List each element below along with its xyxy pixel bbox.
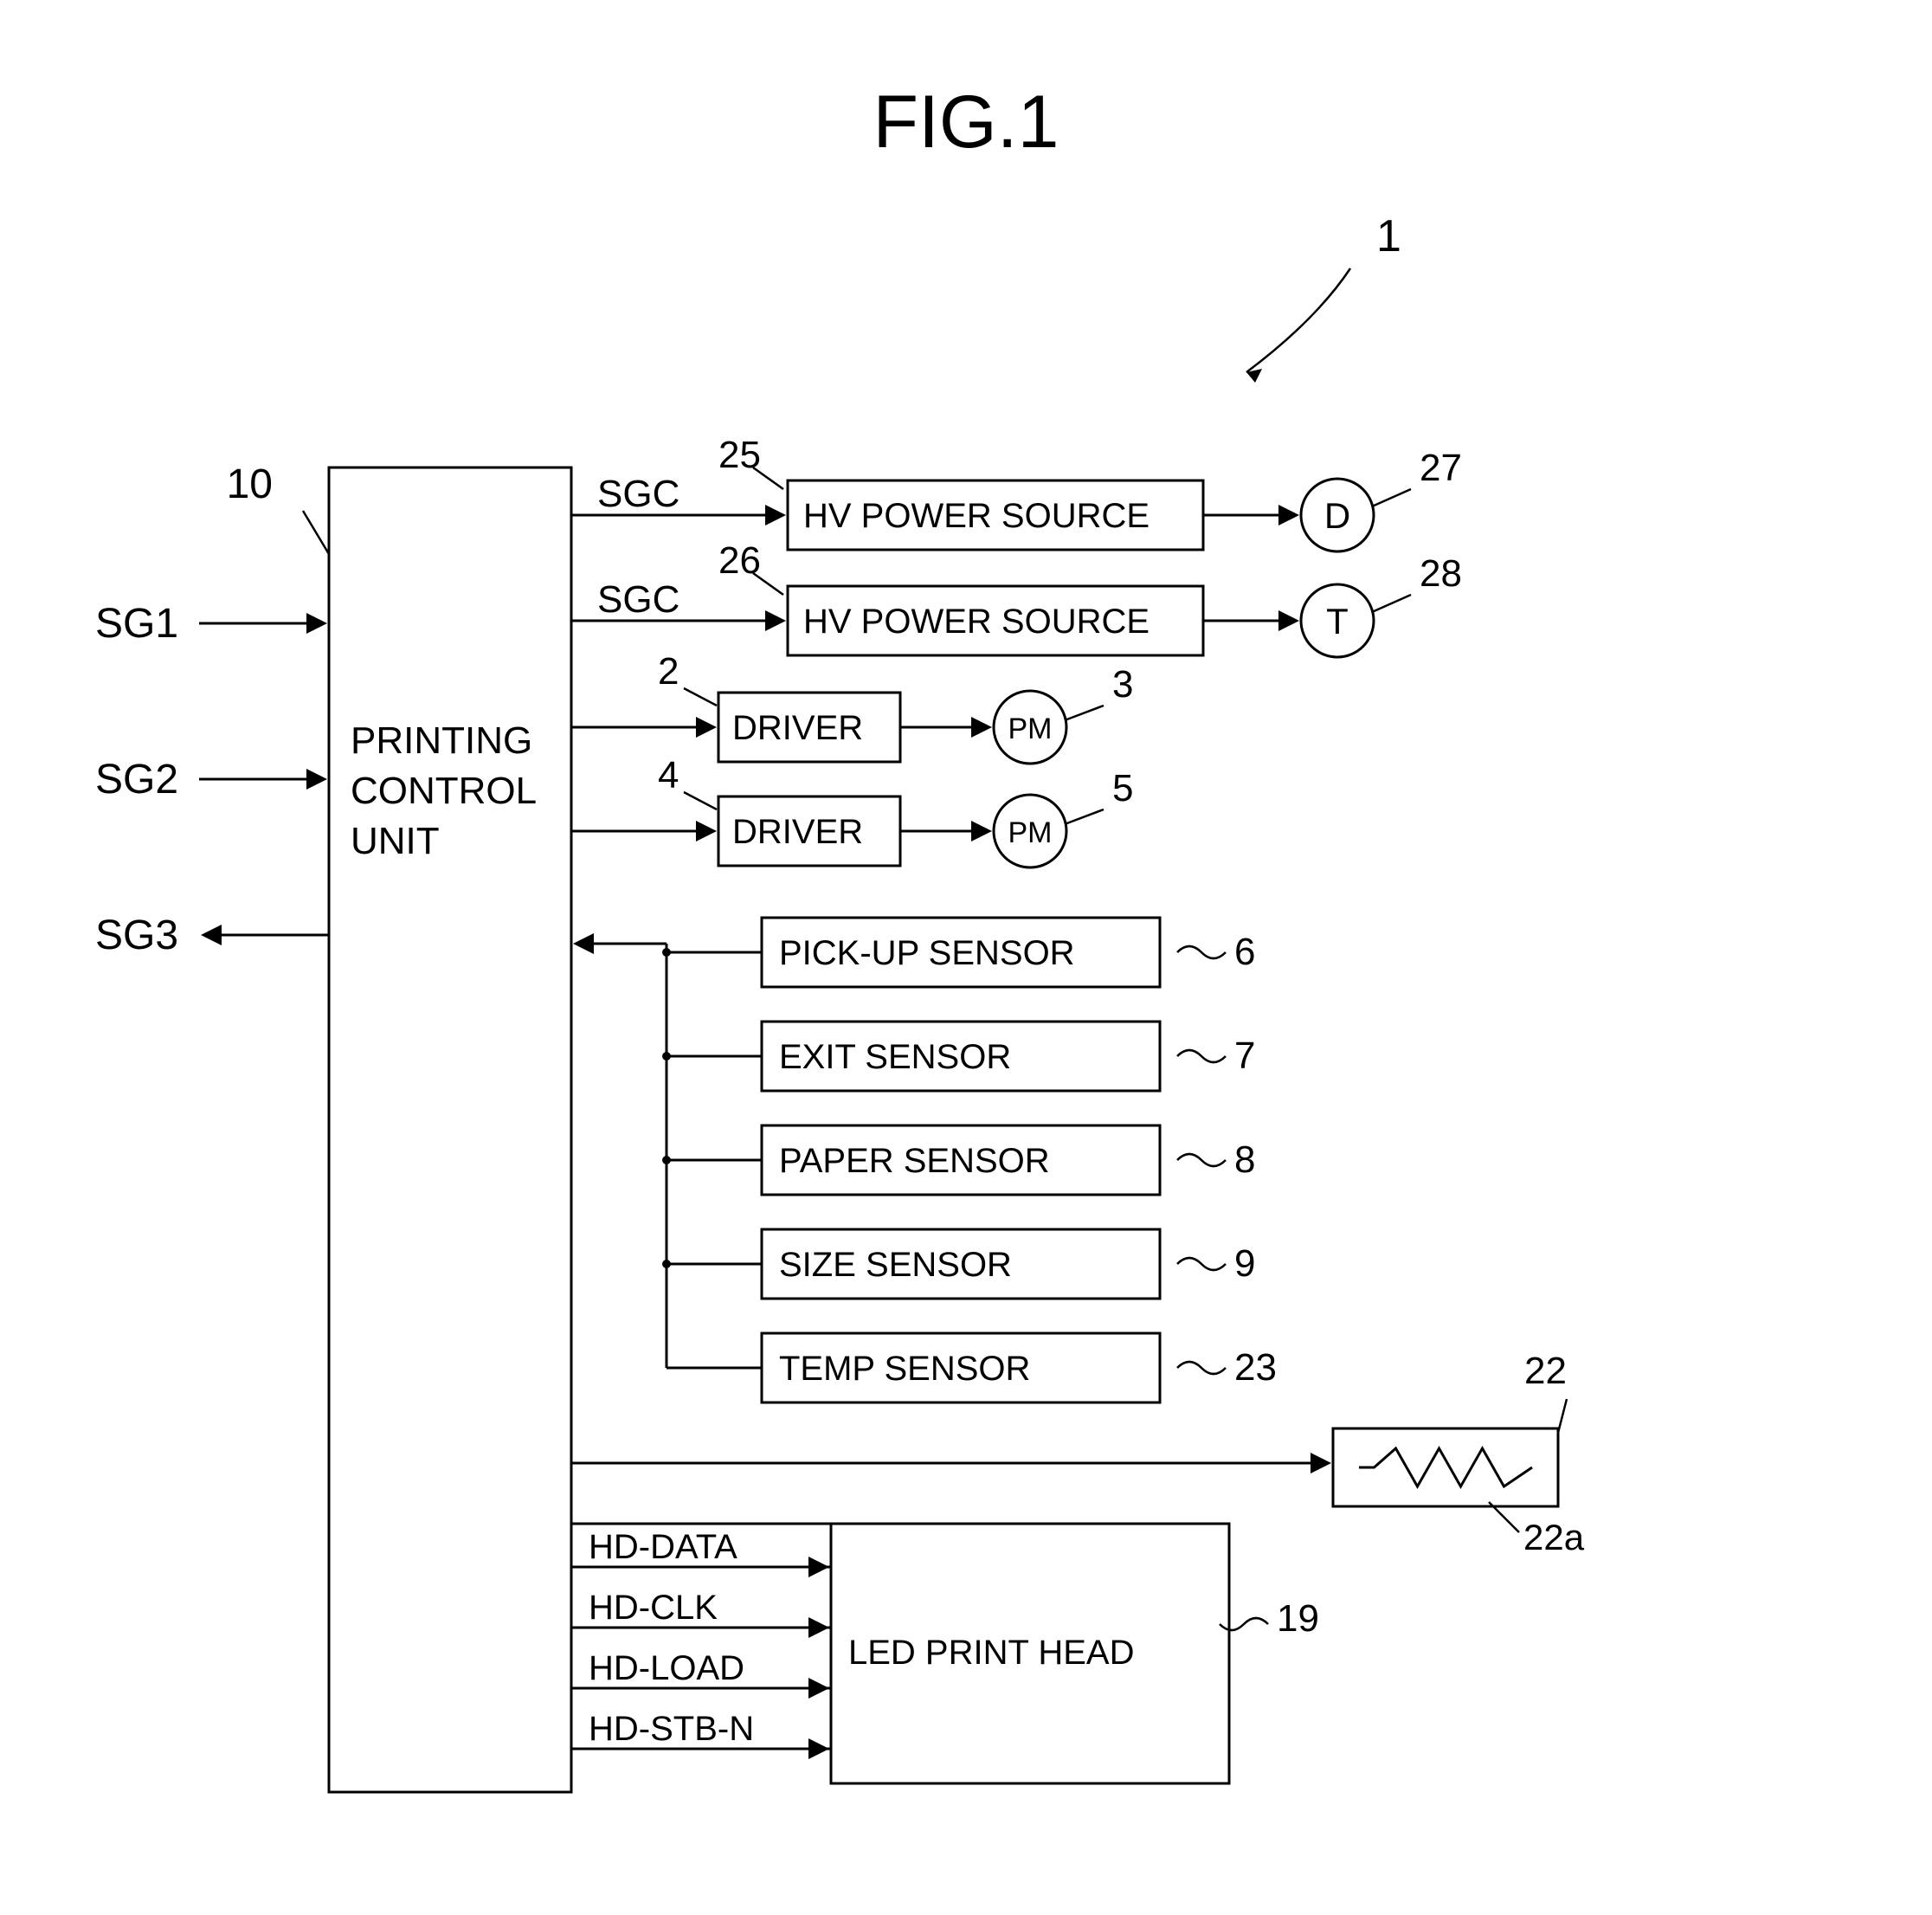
wire-label: HD-DATA xyxy=(589,1528,737,1566)
ref-leader xyxy=(684,792,717,809)
ref-leader xyxy=(1177,1258,1226,1270)
ref-1: 1 xyxy=(1376,211,1401,261)
ref-9: 9 xyxy=(1234,1242,1255,1285)
ref-22: 22 xyxy=(1524,1350,1567,1392)
ref-8: 8 xyxy=(1234,1138,1255,1181)
ref-leader xyxy=(1065,706,1104,720)
sensor-label: EXIT SENSOR xyxy=(779,1038,1011,1076)
ref-leader xyxy=(1246,268,1350,372)
ref-23: 23 xyxy=(1234,1346,1277,1389)
signal-sg1: SG1 xyxy=(95,601,178,647)
ref-leader xyxy=(1177,1050,1226,1062)
control-unit-label: CONTROL xyxy=(351,770,537,812)
ref-leader xyxy=(303,511,329,554)
ref-leader xyxy=(1065,809,1104,824)
signal-sg2: SG2 xyxy=(95,757,178,803)
printing-control-unit xyxy=(329,467,571,1792)
t-letter: T xyxy=(1326,601,1349,642)
d-letter: D xyxy=(1324,495,1350,536)
signal-sg3: SG3 xyxy=(95,912,178,958)
ref-28: 28 xyxy=(1420,552,1462,595)
ref-7: 7 xyxy=(1234,1035,1255,1077)
wire-label: HD-LOAD xyxy=(589,1649,744,1687)
figure-title: FIG.1 xyxy=(873,81,1059,164)
control-unit-label: UNIT xyxy=(351,820,440,862)
ref-3: 3 xyxy=(1112,663,1133,706)
ref-leader xyxy=(1372,489,1411,506)
sensor-label: PICK-UP SENSOR xyxy=(779,934,1075,972)
ref-6: 6 xyxy=(1234,931,1255,973)
junction-dot xyxy=(662,1156,671,1164)
ref-leader xyxy=(753,573,783,595)
ref-leader xyxy=(1177,946,1226,958)
sensor-label: TEMP SENSOR xyxy=(779,1350,1030,1388)
hv1-label: HV POWER SOURCE xyxy=(803,497,1150,535)
ref-leader xyxy=(1558,1399,1567,1433)
driver-label: DRIVER xyxy=(732,709,863,747)
junction-dot xyxy=(662,1052,671,1061)
ref-leader xyxy=(1177,1362,1226,1374)
ref-leader xyxy=(1177,1154,1226,1166)
driver-label: DRIVER xyxy=(732,813,863,851)
ref-10: 10 xyxy=(227,461,273,507)
ref-27: 27 xyxy=(1420,447,1462,489)
ref-2: 2 xyxy=(658,650,679,693)
ref-4: 4 xyxy=(658,754,679,796)
control-unit-label: PRINTING xyxy=(351,719,532,762)
ref-5: 5 xyxy=(1112,767,1133,809)
ref-leader xyxy=(684,688,717,706)
wire-label: HD-STB-N xyxy=(589,1710,754,1748)
wire-label: SGC xyxy=(597,578,679,621)
wire-label: HD-CLK xyxy=(589,1589,718,1627)
hv2-label: HV POWER SOURCE xyxy=(803,603,1150,641)
pm-letter: PM xyxy=(1008,816,1053,849)
sensor-label: SIZE SENSOR xyxy=(779,1246,1012,1284)
pm-letter: PM xyxy=(1008,712,1053,745)
ref-22a: 22a xyxy=(1523,1517,1585,1557)
ref-19: 19 xyxy=(1277,1597,1319,1640)
junction-dot xyxy=(662,1260,671,1268)
junction-dot xyxy=(662,948,671,957)
block-diagram: FIG.1 1 PRINTING CONTROL UNIT 10 SG1 SG2 SG3 SGC S… xyxy=(0,0,1932,1915)
sensor-label: PAPER SENSOR xyxy=(779,1142,1050,1180)
led-print-head-label: LED PRINT HEAD xyxy=(848,1634,1134,1672)
ref-leader xyxy=(753,467,783,489)
ref-leader xyxy=(1372,595,1411,612)
wire-label: SGC xyxy=(597,473,679,515)
